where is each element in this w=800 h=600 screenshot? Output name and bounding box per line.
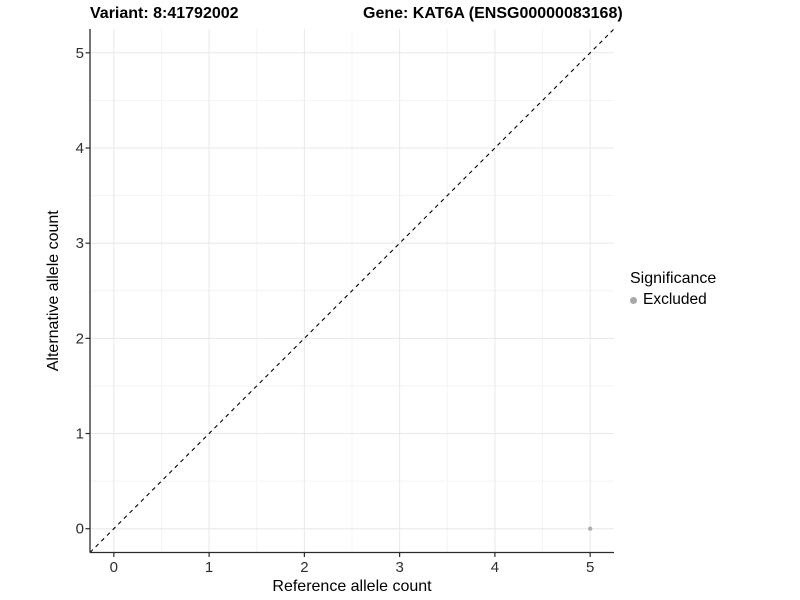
plot-title-gene: Gene: KAT6A (ENSG00000083168) [363, 5, 623, 22]
x-tick-label: 1 [205, 559, 213, 576]
y-tick-label: 5 [76, 45, 84, 62]
y-tick-label: 1 [76, 426, 84, 443]
plot-title-variant: Variant: 8:41792002 [90, 5, 239, 22]
y-tick-label: 4 [76, 140, 84, 157]
data-point [587, 526, 593, 531]
x-tick-label: 5 [586, 559, 594, 576]
identity-reference-line [89, 28, 615, 553]
y-tick-label: 3 [76, 235, 84, 252]
x-tick-label: 0 [110, 559, 118, 576]
legend-item-excluded: Excluded [630, 291, 716, 309]
x-axis-title: Reference allele count [272, 578, 432, 595]
x-tick-label: 2 [300, 559, 308, 576]
legend-item-label: Excluded [643, 291, 707, 308]
y-axis-title: Alternative allele count [45, 210, 62, 372]
x-tick-label: 4 [491, 559, 499, 576]
legend: Significance Excluded [630, 270, 716, 309]
legend-title: Significance [630, 270, 717, 287]
y-tick-label: 2 [76, 330, 84, 347]
y-tick-label: 0 [76, 521, 84, 538]
x-tick-label: 3 [395, 559, 403, 576]
legend-point-icon [630, 296, 637, 304]
